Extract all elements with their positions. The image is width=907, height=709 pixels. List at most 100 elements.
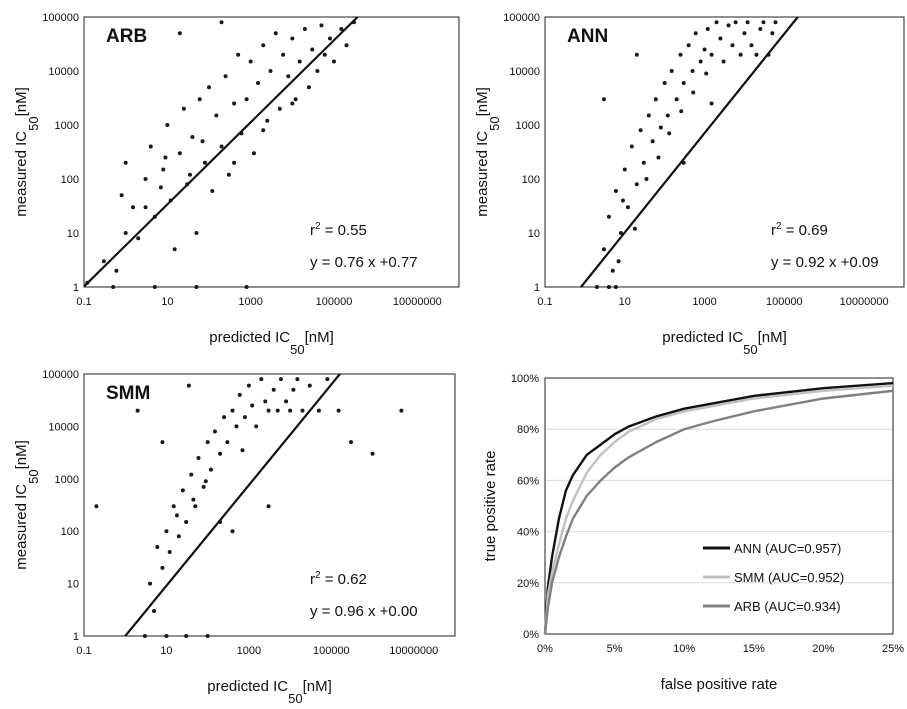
r-squared-superscript: 2 <box>776 221 782 232</box>
fit-equation: y = 0.96 x +0.00 <box>310 603 418 620</box>
scatter-point <box>167 550 172 555</box>
scatter-point <box>594 285 599 289</box>
y-tick-label: 0% <box>523 629 539 641</box>
plot-frame <box>83 373 456 637</box>
x-axis-label-unit: [nM] <box>305 329 334 346</box>
scatter-point <box>160 440 165 445</box>
scatter-point <box>288 408 293 413</box>
scatter-point <box>244 285 249 289</box>
scatter-point <box>297 59 302 64</box>
scatter-points <box>85 20 356 289</box>
scatter-point <box>223 74 228 79</box>
scatter-point <box>754 52 759 57</box>
x-axis-ticks: 0.1 10 1000 100000 10000000 <box>76 296 441 308</box>
x-tick-label: 10 <box>160 645 172 657</box>
scatter-point <box>658 125 663 130</box>
scatter-point <box>691 90 696 95</box>
legend: ANN (AUC=0.957) SMM (AUC=0.952) ARB (AUC… <box>703 541 844 614</box>
r-squared-value: = 0.69 <box>782 222 828 239</box>
fit-equation: y = 0.76 x +0.77 <box>310 254 418 271</box>
scatter-point <box>681 80 686 85</box>
y-axis-label: measured IC50[nM] <box>13 87 41 217</box>
roc-panel: 0% 20% 40% 60% 80% 100% 0% 5% 10% 15% 20… <box>482 373 904 693</box>
scatter-panel-ann: 1 10 100 1000 10000 100000 0.1 10 1000 1… <box>474 12 905 357</box>
scatter-point <box>284 399 289 404</box>
scatter-point <box>316 408 321 413</box>
y-tick-label: 1000 <box>55 474 79 486</box>
y-tick-label: 100 <box>61 526 79 538</box>
regression-line <box>580 16 799 288</box>
scatter-point <box>370 451 375 456</box>
r-squared-value: = 0.55 <box>321 222 367 239</box>
scatter-point <box>101 259 106 264</box>
plot-frame <box>544 16 905 288</box>
scatter-point <box>669 69 674 73</box>
x-axis-ticks: 0% 5% 10% 15% 20% 25% <box>537 643 904 655</box>
scatter-point <box>620 198 625 203</box>
y-tick-label: 100% <box>511 373 539 385</box>
scatter-point <box>205 634 210 638</box>
scatter-point <box>349 440 354 445</box>
fit-equation: y = 0.92 x +0.09 <box>771 254 879 271</box>
x-tick-label: 10 <box>619 296 631 308</box>
scatter-point <box>111 285 116 289</box>
x-axis-ticks: 0.1 10 1000 100000 10000000 <box>76 645 438 657</box>
x-tick-label: 10000000 <box>393 296 442 308</box>
x-axis-label-text: predicted IC <box>207 678 288 695</box>
scatter-point <box>148 144 153 149</box>
x-axis-label-subscript: 50 <box>288 691 302 706</box>
scatter-point <box>165 123 170 127</box>
x-axis-label-subscript: 50 <box>743 342 757 357</box>
scatter-point <box>770 31 775 36</box>
scatter-point <box>277 106 282 111</box>
regression-line <box>83 16 359 288</box>
scatter-point <box>644 177 649 181</box>
scatter-point <box>399 408 404 413</box>
x-tick-label: 10000000 <box>840 296 889 308</box>
scatter-panel-smm: 1 10 100 1000 10000 100000 0.1 10 1000 1… <box>13 369 456 706</box>
scatter-point <box>634 52 639 57</box>
scatter-point <box>336 408 341 413</box>
scatter-point <box>667 131 672 136</box>
scatter-point <box>709 101 714 106</box>
scatter-point <box>678 52 683 57</box>
scatter-point <box>730 43 735 48</box>
scatter-point <box>618 231 623 235</box>
scatter-point <box>307 383 312 388</box>
y-axis-label-text: measured IC <box>13 131 30 217</box>
scatter-point <box>733 20 738 25</box>
scatter-point <box>315 69 320 73</box>
scatter-point <box>704 71 709 76</box>
y-tick-label: 100000 <box>42 369 79 381</box>
scatter-point <box>200 139 205 144</box>
scatter-point <box>254 424 259 429</box>
y-axis-label: measured IC50[nM] <box>13 440 41 570</box>
scatter-point <box>177 31 182 36</box>
scatter-point <box>721 59 726 64</box>
scatter-point <box>690 69 695 73</box>
scatter-point <box>327 36 332 41</box>
y-tick-label: 10 <box>528 228 540 240</box>
y-tick-label: 10 <box>67 579 79 591</box>
scatter-point <box>306 85 311 90</box>
scatter-point <box>230 408 235 413</box>
y-axis-label-unit: [nM] <box>474 87 491 116</box>
scatter-point <box>212 429 217 434</box>
scatter-point <box>197 97 202 102</box>
scatter-point <box>268 69 273 73</box>
y-axis-label-subscript: 50 <box>26 469 41 483</box>
x-tick-label: 25% <box>882 643 904 655</box>
scatter-point <box>240 448 245 453</box>
scatter-point <box>219 20 224 25</box>
plot-frame <box>544 377 894 635</box>
y-tick-label: 40% <box>517 527 539 539</box>
scatter-point <box>281 52 286 57</box>
scatter-point <box>203 479 208 484</box>
scatter-point <box>250 403 255 408</box>
scatter-point <box>180 488 185 493</box>
scatter-point <box>119 193 124 198</box>
scatter-point <box>606 285 611 289</box>
y-axis-label-unit: [nM] <box>13 440 30 469</box>
x-tick-label: 1000 <box>238 296 262 308</box>
scatter-point <box>222 415 227 420</box>
